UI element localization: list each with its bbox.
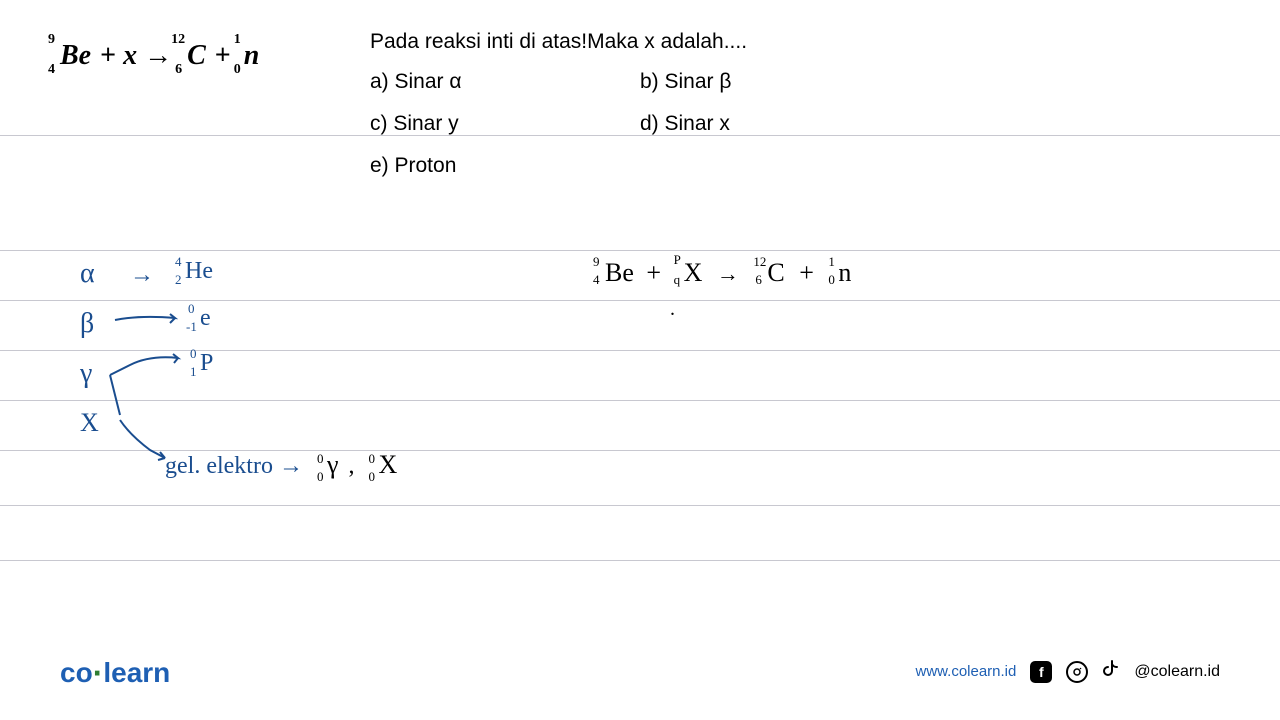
- option-b: b) Sinar β: [640, 70, 840, 94]
- option-d: d) Sinar x: [640, 112, 840, 136]
- hw-x: X: [80, 408, 99, 438]
- website-url: www.colearn.id: [915, 663, 1016, 680]
- instagram-icon: [1066, 661, 1088, 683]
- n-symbol: n: [244, 40, 260, 71]
- facebook-icon: f: [1030, 661, 1052, 683]
- social-handle: @colearn.id: [1134, 663, 1220, 681]
- be-mass: 9: [48, 32, 55, 48]
- plus1: +: [100, 40, 116, 71]
- option-a: a) Sinar α: [370, 70, 640, 94]
- hw-he: 4 2 He: [185, 258, 213, 285]
- hw-beta: β: [80, 308, 94, 340]
- option-c: c) Sinar y: [370, 112, 640, 136]
- question-prompt: Pada reaksi inti di atas!Maka x adalah..…: [370, 30, 747, 54]
- hw-rhs-equation: 9 4 Be + P q X → 12 6 C + 1 0 n: [595, 258, 851, 288]
- hw-arrows: [100, 300, 220, 470]
- be-atomic: 4: [48, 62, 55, 78]
- x-unknown: x: [123, 40, 137, 71]
- c-atomic: 6: [175, 62, 182, 78]
- hw-dot: .: [670, 298, 675, 321]
- n-mass: 1: [234, 32, 241, 48]
- n-atomic: 0: [234, 62, 241, 78]
- hw-alpha-arrow: →: [130, 262, 154, 289]
- logo-dot-icon: ·: [93, 655, 104, 691]
- footer: co·learn www.colearn.id f @colearn.id: [60, 653, 1220, 690]
- be-symbol: Be: [60, 40, 91, 71]
- hw-gamma: γ: [80, 358, 92, 390]
- brand-logo: co·learn: [60, 653, 170, 690]
- c-symbol: C: [187, 40, 206, 71]
- arrow: →: [144, 40, 172, 71]
- nuclear-equation: 9 4 Be + x → 12 6 C + 1 0 n: [60, 40, 261, 72]
- c-mass: 12: [171, 32, 185, 48]
- plus2: +: [215, 40, 231, 71]
- hw-gel-elektro: gel. elektro → 0 0 γ , 0 0 X: [165, 450, 397, 480]
- hw-alpha: α: [80, 258, 95, 290]
- tiktok-icon: [1102, 659, 1120, 685]
